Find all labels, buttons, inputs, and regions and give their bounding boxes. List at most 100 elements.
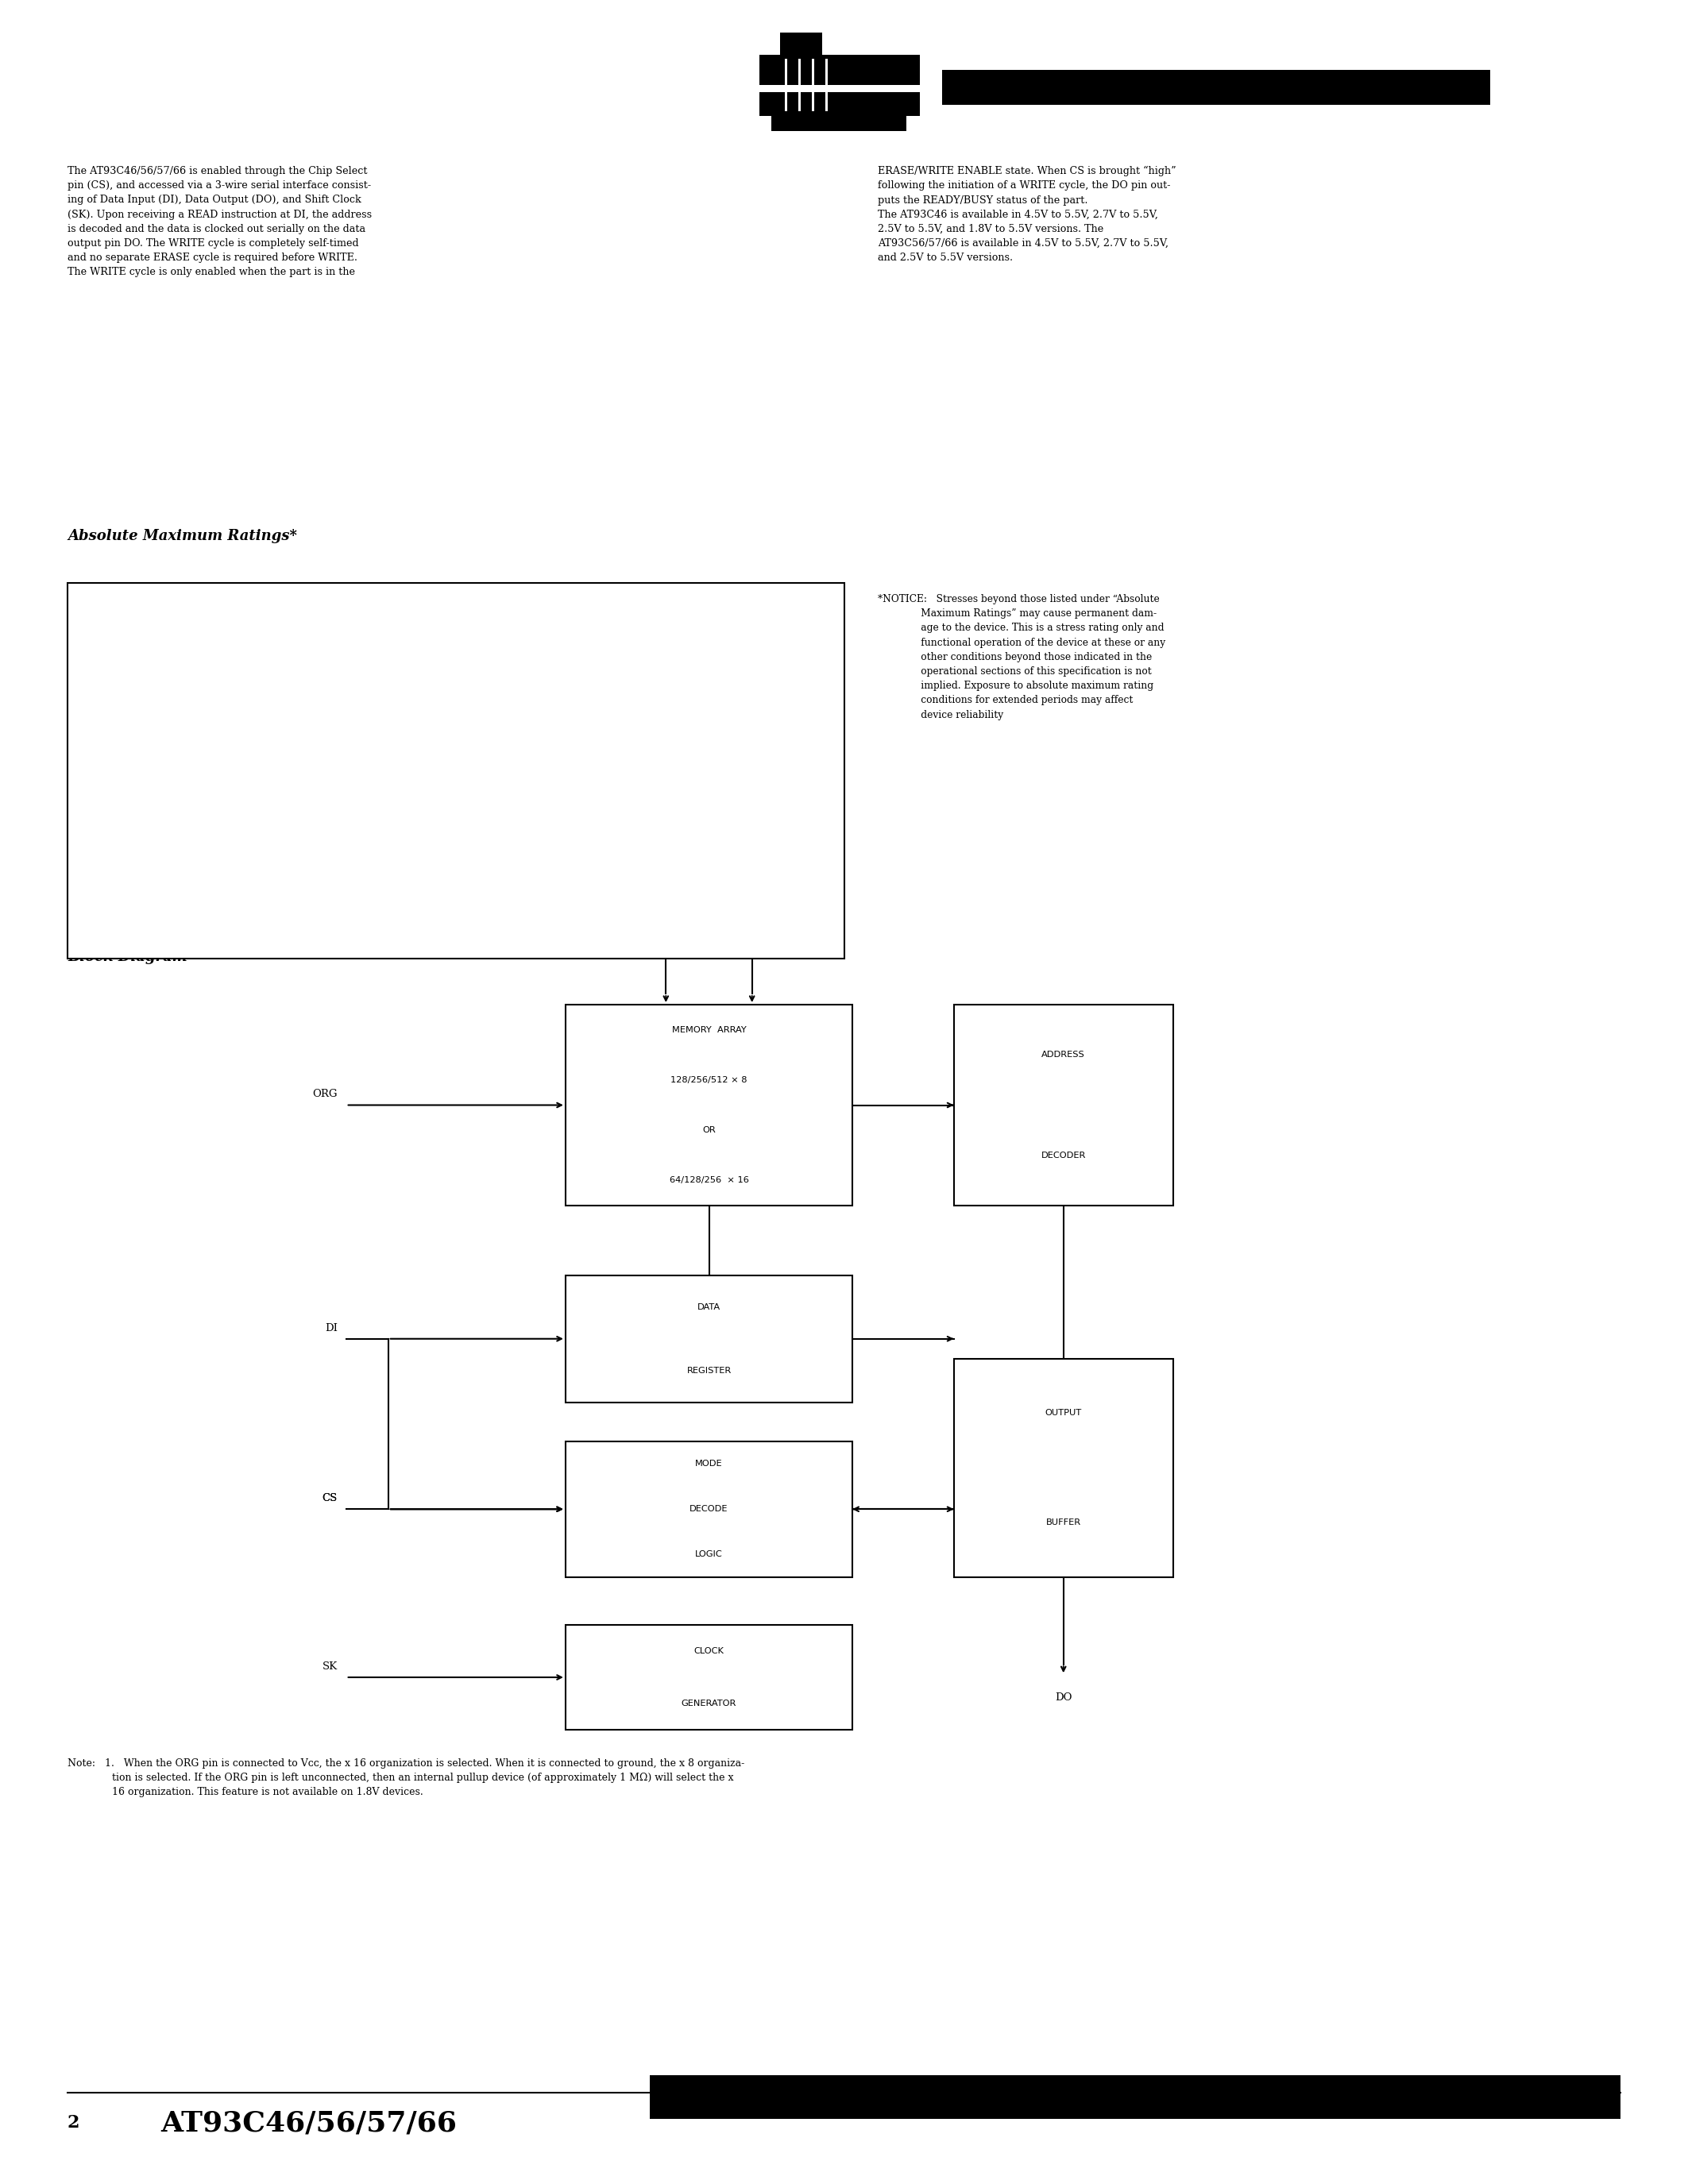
Text: .: . xyxy=(635,850,638,860)
Text: .: . xyxy=(778,622,782,633)
Text: .: . xyxy=(419,688,422,699)
Bar xyxy=(760,55,920,116)
Text: .: . xyxy=(736,688,738,699)
Bar xyxy=(68,583,844,959)
Text: AT93C46/56/57/66: AT93C46/56/57/66 xyxy=(160,2110,457,2136)
Text: .: . xyxy=(550,688,554,699)
Text: .: . xyxy=(587,915,589,926)
Text: .: . xyxy=(484,688,488,699)
Text: .: . xyxy=(739,622,743,633)
Text: .: . xyxy=(596,850,599,860)
Text: 5.0 mA: 5.0 mA xyxy=(775,915,810,926)
Bar xyxy=(942,70,1491,105)
Text: DECODE: DECODE xyxy=(690,1505,728,1514)
Text: .: . xyxy=(407,769,408,780)
Text: .: . xyxy=(753,622,755,633)
Text: .: . xyxy=(432,769,436,780)
Text: DATA: DATA xyxy=(697,1304,721,1310)
Text: .: . xyxy=(616,769,619,780)
Bar xyxy=(825,59,827,111)
Text: .: . xyxy=(555,622,557,633)
Text: .: . xyxy=(780,850,783,860)
Text: CS: CS xyxy=(322,1494,338,1503)
Text: .: . xyxy=(657,769,660,780)
Text: Maximum Operating Voltage: Maximum Operating Voltage xyxy=(84,850,230,860)
Text: GENERATOR: GENERATOR xyxy=(682,1699,736,1708)
Text: .: . xyxy=(415,915,419,926)
Text: 6.25V: 6.25V xyxy=(782,850,810,860)
Text: -1.0V to +7.0V: -1.0V to +7.0V xyxy=(736,769,810,780)
Bar xyxy=(798,59,802,111)
Text: .: . xyxy=(670,769,672,780)
Text: with Respect to Ground: with Respect to Ground xyxy=(84,784,204,795)
Bar xyxy=(785,59,787,111)
Bar xyxy=(565,1625,852,1730)
Text: ORG: ORG xyxy=(312,1090,338,1099)
Text: .: . xyxy=(591,769,594,780)
Text: .: . xyxy=(525,769,528,780)
Text: .: . xyxy=(564,769,567,780)
Text: .: . xyxy=(456,915,457,926)
Text: .: . xyxy=(765,622,768,633)
Text: .: . xyxy=(511,769,515,780)
Bar xyxy=(760,85,920,92)
Text: Absolute Maximum Ratings*: Absolute Maximum Ratings* xyxy=(68,529,297,544)
Text: .: . xyxy=(547,915,550,926)
Text: .: . xyxy=(511,688,515,699)
Text: .: . xyxy=(525,688,528,699)
Text: .: . xyxy=(653,915,655,926)
Text: .: . xyxy=(604,769,606,780)
Text: .: . xyxy=(788,769,792,780)
Text: .: . xyxy=(648,850,652,860)
Text: .: . xyxy=(484,769,488,780)
Text: .: . xyxy=(560,915,564,926)
Text: .: . xyxy=(761,769,765,780)
Text: .: . xyxy=(569,850,572,860)
Text: 64/128/256  × 16: 64/128/256 × 16 xyxy=(670,1177,749,1184)
Bar xyxy=(954,1005,1173,1206)
Text: .: . xyxy=(744,915,748,926)
Text: .: . xyxy=(643,688,647,699)
Bar xyxy=(565,1441,852,1577)
Text: .: . xyxy=(660,622,663,633)
Text: .: . xyxy=(699,622,702,633)
Text: .: . xyxy=(687,622,689,633)
Text: .: . xyxy=(582,850,586,860)
Text: ADDRESS: ADDRESS xyxy=(1041,1051,1085,1059)
Text: .: . xyxy=(709,688,712,699)
Text: .: . xyxy=(446,688,449,699)
Text: .: . xyxy=(393,688,397,699)
Text: REGISTER: REGISTER xyxy=(687,1367,731,1374)
Text: .: . xyxy=(574,915,577,926)
Text: .: . xyxy=(706,915,709,926)
Text: .: . xyxy=(722,769,726,780)
Text: .: . xyxy=(665,915,668,926)
Text: .: . xyxy=(604,688,606,699)
Text: .: . xyxy=(402,915,405,926)
Text: .: . xyxy=(736,769,738,780)
Text: DI: DI xyxy=(324,1324,338,1332)
Text: .: . xyxy=(722,688,726,699)
Text: .: . xyxy=(712,622,716,633)
Text: .: . xyxy=(533,915,537,926)
Text: .: . xyxy=(599,915,603,926)
Text: CS: CS xyxy=(322,1494,338,1503)
Text: .: . xyxy=(490,622,491,633)
Text: MEMORY  ARRAY: MEMORY ARRAY xyxy=(672,1026,746,1033)
Text: .: . xyxy=(726,622,729,633)
Text: .: . xyxy=(498,769,501,780)
Text: .: . xyxy=(419,769,422,780)
Text: .: . xyxy=(695,688,699,699)
Text: *NOTICE:   Stresses beyond those listed under “Absolute
              Maximum Ra: *NOTICE: Stresses beyond those listed un… xyxy=(878,594,1165,721)
Text: .: . xyxy=(633,622,636,633)
Text: MODE: MODE xyxy=(695,1461,722,1468)
Text: .: . xyxy=(515,622,518,633)
Text: .: . xyxy=(670,688,672,699)
Text: .: . xyxy=(446,769,449,780)
Text: .: . xyxy=(621,622,623,633)
Text: .: . xyxy=(748,688,751,699)
Text: .: . xyxy=(530,850,533,860)
Text: .: . xyxy=(481,915,484,926)
Bar xyxy=(954,1358,1173,1577)
Text: .: . xyxy=(429,915,432,926)
